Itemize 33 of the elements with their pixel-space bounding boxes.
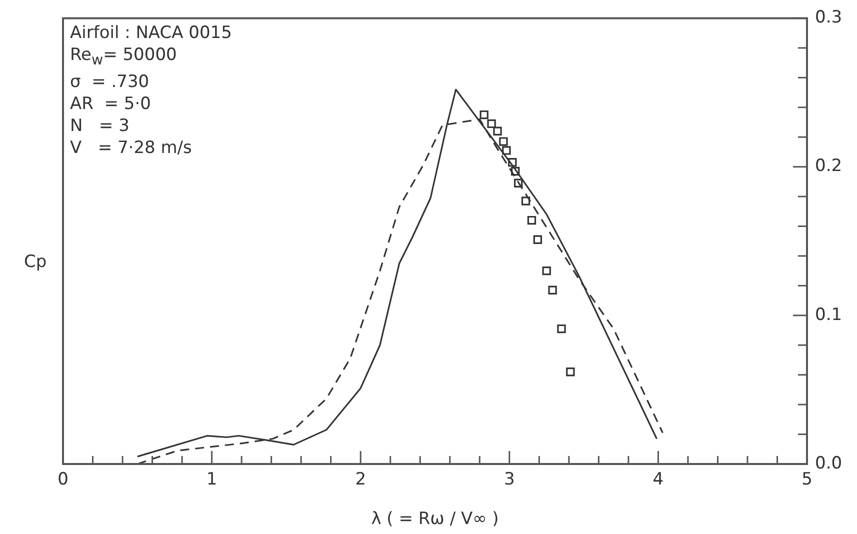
point: [548, 286, 557, 294]
annotation: N = 3: [70, 116, 130, 136]
y-tick-label: 0.1: [815, 304, 842, 325]
point: [511, 166, 520, 176]
point: [487, 119, 496, 128]
annotation: σ = .730: [70, 72, 150, 92]
annotation: AR = 5·0: [70, 94, 151, 114]
y-tick-label: 0.3: [815, 8, 842, 28]
point: [527, 216, 536, 225]
y-tick-label: 0.0: [815, 453, 842, 474]
x-tick-label: 4: [652, 470, 664, 490]
annotation: Re$_{w}$= 50000: [70, 45, 177, 68]
point: [514, 178, 523, 188]
point: [480, 110, 488, 120]
annotation: Airfoil : NACA 0015: [70, 23, 232, 43]
x-tick-label: 0: [58, 470, 68, 490]
x-tick-label: 2: [355, 470, 366, 490]
point: [499, 137, 508, 146]
point: [493, 126, 502, 136]
x-tick-label: 1: [206, 470, 218, 490]
y-axis-title: Cp: [24, 252, 47, 272]
point: [521, 196, 530, 206]
point: [542, 266, 551, 276]
x-tick-label: 3: [504, 470, 515, 490]
point: [557, 324, 566, 334]
point: [533, 235, 542, 244]
annotation: V = 7·28 m/s: [70, 138, 192, 158]
point: [508, 158, 517, 167]
point: [502, 146, 511, 155]
x-axis-title: λ ( = Rω / V∞ ): [371, 509, 499, 530]
x-tick-label: 5: [802, 470, 812, 490]
y-tick-label: 0.2: [815, 156, 842, 176]
point: [566, 368, 575, 376]
